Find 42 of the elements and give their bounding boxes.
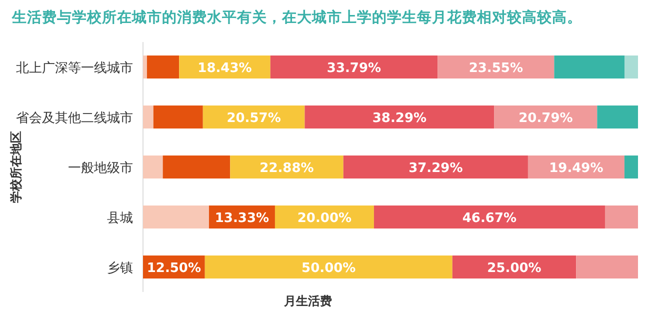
bar: [576, 256, 638, 278]
bar: [204, 256, 452, 278]
data-label: 25.00%: [487, 261, 542, 276]
bar: [143, 206, 209, 228]
bar: [624, 156, 638, 178]
bar: [304, 106, 494, 128]
data-label: 23.55%: [468, 61, 523, 76]
bar: [162, 156, 230, 178]
y-axis-title: 学校所在地区: [9, 131, 23, 203]
data-label: 20.00%: [297, 211, 352, 226]
y-tick-label: 省会及其他二线城市: [16, 111, 133, 126]
data-label: 33.79%: [326, 61, 382, 76]
bar: [597, 106, 638, 128]
bar: [143, 156, 163, 178]
bar: [604, 206, 638, 228]
data-label: 22.88%: [260, 161, 314, 176]
bar: [624, 56, 638, 78]
y-tick-label: 县城: [107, 211, 133, 226]
bar: [554, 56, 624, 78]
chart-title: 生活费与学校所在城市的消费水平有关，在大城市上学的学生每月花费相对较高较高。: [11, 8, 582, 26]
data-label: 18.43%: [198, 61, 252, 76]
data-label: 20.57%: [226, 111, 281, 126]
bar: [343, 156, 528, 178]
data-label: 46.67%: [462, 211, 517, 226]
y-tick-label: 一般地级市: [68, 161, 133, 176]
bar: [143, 106, 154, 128]
bar: [146, 56, 180, 78]
data-label: 20.79%: [518, 111, 573, 126]
bar: [143, 56, 147, 78]
y-tick-label: 乡镇: [107, 261, 133, 276]
data-label: 38.29%: [372, 111, 427, 126]
bar: [452, 256, 576, 278]
bar: [153, 106, 203, 128]
data-label: 12.50%: [146, 261, 202, 276]
data-label: 13.33%: [214, 211, 270, 226]
data-label: 37.29%: [408, 161, 463, 176]
bar: [270, 56, 438, 78]
data-label: 50.00%: [302, 261, 356, 276]
y-tick-label: 北上广深等一线城市: [16, 61, 133, 76]
data-label: 19.49%: [549, 161, 604, 176]
x-axis-title: 月生活费: [283, 294, 332, 308]
bar: [374, 206, 605, 228]
